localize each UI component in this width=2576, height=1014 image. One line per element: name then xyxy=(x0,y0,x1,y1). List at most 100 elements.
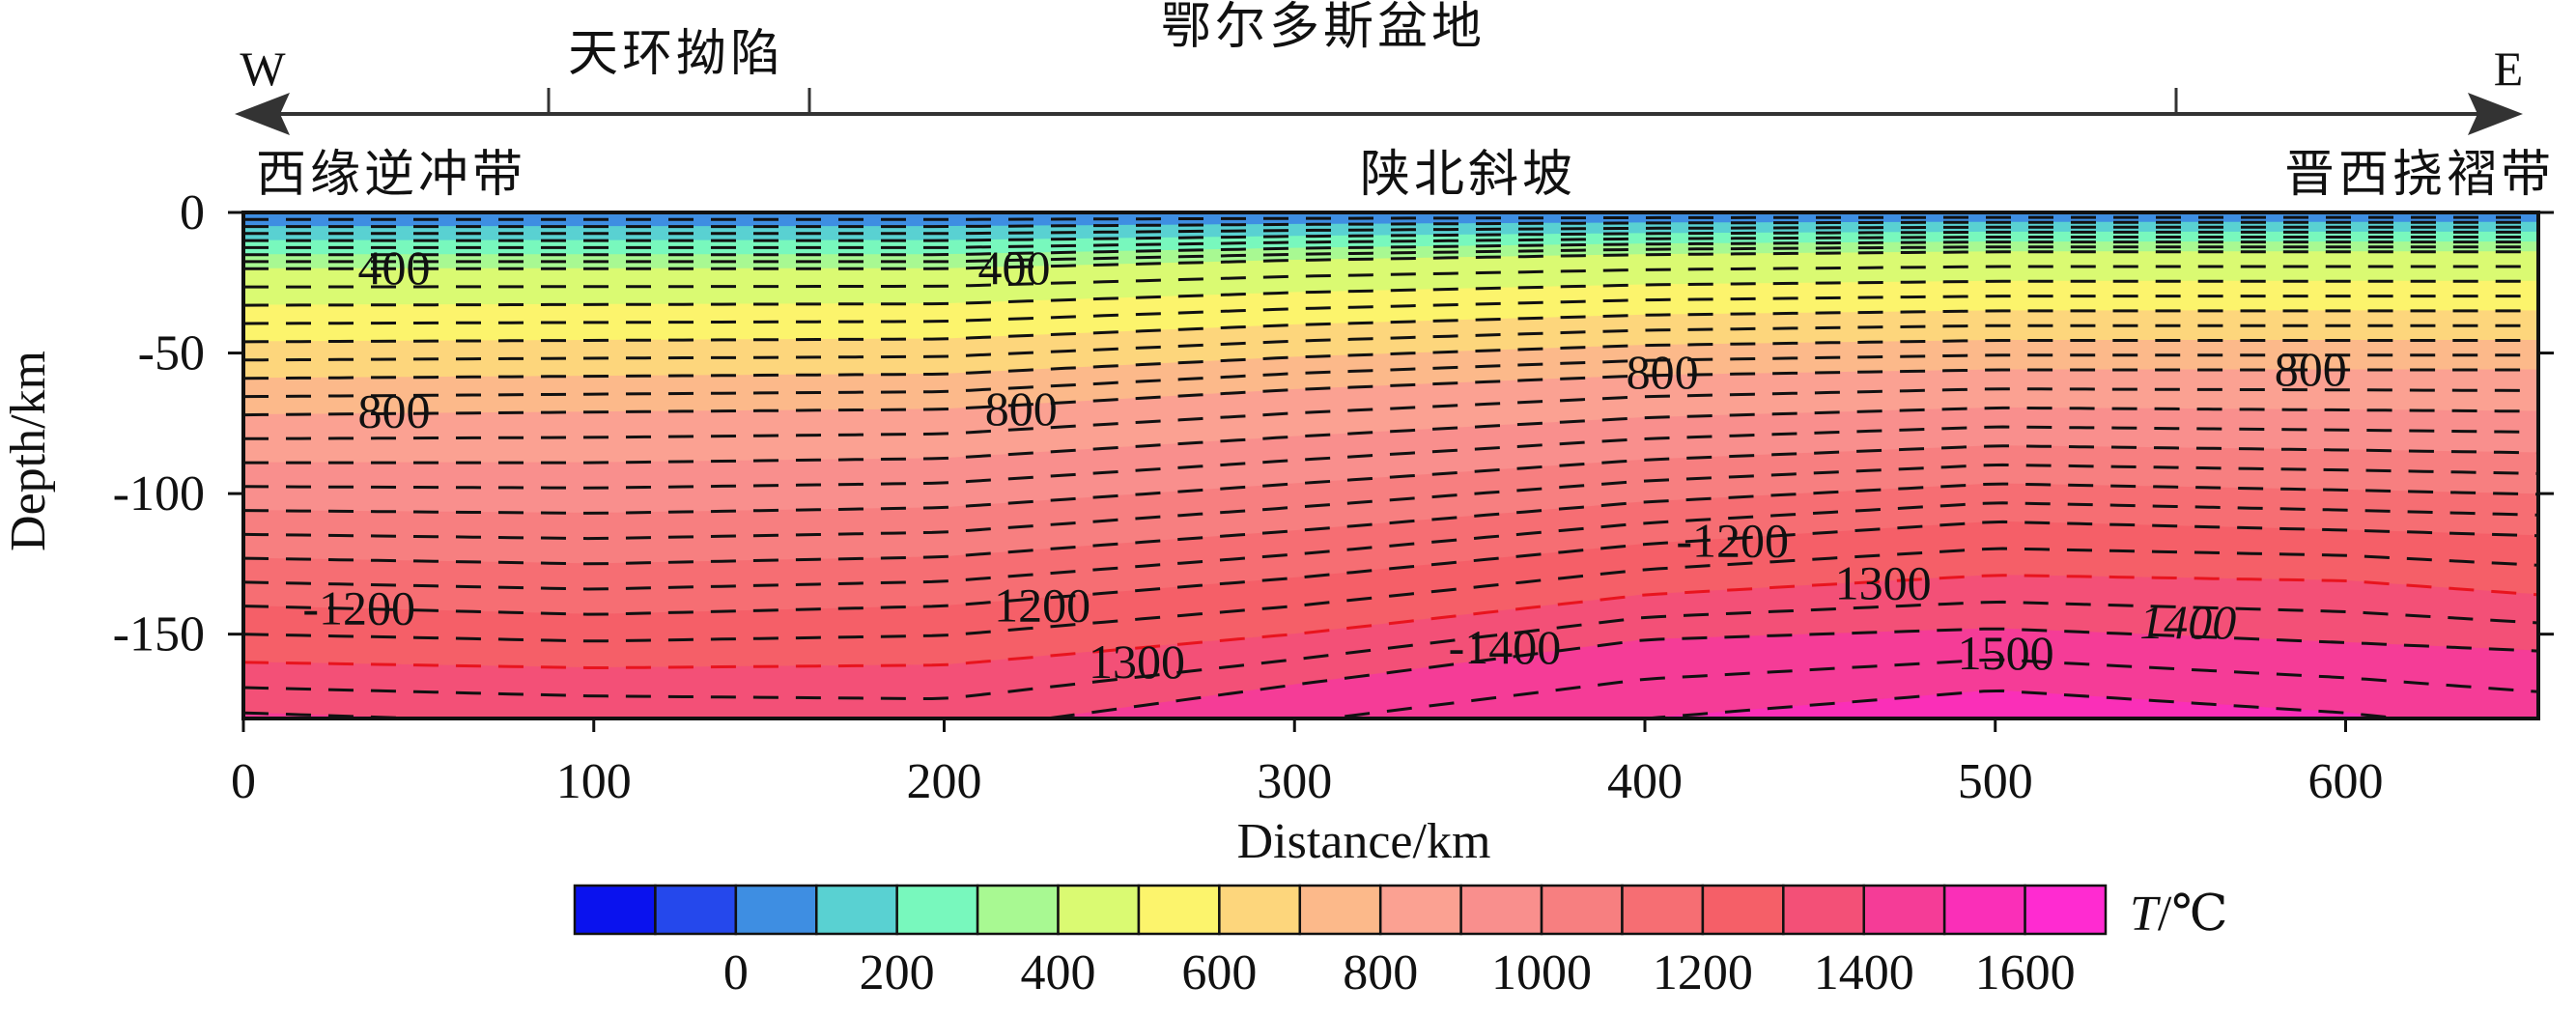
colorbar-title-symbol: T xyxy=(2130,887,2161,942)
isotherm-label: 800 xyxy=(357,384,430,438)
isotherm-line xyxy=(1632,689,2416,718)
y-tick-label: -150 xyxy=(113,607,205,662)
isotherm-line xyxy=(1316,658,2538,718)
colorbar-swatch xyxy=(895,884,979,936)
x-tick-label: 100 xyxy=(556,754,632,809)
isotherm-line xyxy=(243,368,2538,417)
region-label-western-thrust: 西缘逆冲带 xyxy=(256,148,526,203)
colorbar-swatch xyxy=(1218,884,1302,936)
colorbar-tick-label: 1000 xyxy=(1491,945,1592,1000)
colorbar-swatch xyxy=(654,884,738,936)
colorbar-swatch xyxy=(2024,884,2108,936)
isotherm-line xyxy=(243,387,2538,440)
isotherm-label: 800 xyxy=(985,381,1058,436)
isotherm-line xyxy=(243,240,2538,257)
colorbar-tick-label: 1200 xyxy=(1653,945,1753,1000)
isotherm-line xyxy=(243,265,2538,289)
colorbar-swatch xyxy=(1862,884,1946,936)
region-label-ordos-basin: 鄂尔多斯盆地 xyxy=(1161,0,1486,55)
colorbar-swatch xyxy=(1057,884,1141,936)
temperature-band xyxy=(1641,690,2406,718)
isotherm-lines xyxy=(243,215,2538,718)
x-axis: 0 100 200 300 400 500 600 xyxy=(231,718,2383,809)
colorbar-tick-label: 400 xyxy=(1021,945,1096,1000)
isotherm-line xyxy=(243,295,2538,325)
isotherm-line xyxy=(243,215,2538,221)
isotherm-line xyxy=(243,230,2538,242)
isotherm-line xyxy=(243,353,2538,399)
colorbar-tick-label: 600 xyxy=(1181,945,1257,1000)
isotherm-line xyxy=(243,339,2538,380)
isotherm-label: -1200 xyxy=(1676,514,1789,568)
colorbar-swatch xyxy=(1621,884,1705,936)
isotherm-line xyxy=(243,250,2538,270)
isotherm-label: 1200 xyxy=(994,578,1090,633)
isotherm-line xyxy=(243,324,2538,362)
isotherm-line xyxy=(243,501,2538,591)
isotherm-1300-reference xyxy=(243,574,2538,669)
x-tick-label: 400 xyxy=(1607,754,1683,809)
isotherm-line xyxy=(243,520,2538,616)
colorbar: 0 200 400 600 800 1000 1200 1400 1600 xyxy=(573,884,2108,1000)
colorbar-swatch xyxy=(1137,884,1221,936)
isotherm-line xyxy=(243,309,2538,344)
isotherm-label: -1400 xyxy=(1449,620,1562,674)
arrow-head-east xyxy=(2468,93,2523,135)
isotherm-line xyxy=(243,279,2538,307)
y-axis-title: Depth/km xyxy=(1,351,56,551)
isotherm-label: 400 xyxy=(978,240,1051,295)
isotherm-label: -1200 xyxy=(302,580,415,634)
isotherm-label: 1400 xyxy=(2139,595,2236,649)
colorbar-tick-label: 200 xyxy=(860,945,935,1000)
x-axis-title: Distance/km xyxy=(1237,814,1491,869)
isotherm-label: 1300 xyxy=(1089,634,1185,689)
colorbar-swatch xyxy=(1540,884,1624,936)
colorbar-tick-label: 1400 xyxy=(1814,945,1914,1000)
colorbar-swatch xyxy=(815,884,898,936)
east-label: E xyxy=(2494,42,2524,96)
colorbar-title-unit: /℃ xyxy=(2158,887,2228,942)
isotherm-line xyxy=(243,425,2538,490)
colorbar-tick-label: 0 xyxy=(723,945,749,1000)
region-label-shanbei-slope: 陕北斜坡 xyxy=(1360,148,1576,203)
region-label-jinxi-fold: 晋西挠褶带 xyxy=(2284,148,2555,203)
y-tick-label: -50 xyxy=(138,326,205,381)
region-label-tianhuan: 天环拗陷 xyxy=(568,27,784,82)
isotherm-line xyxy=(243,225,2538,236)
colorbar-swatch xyxy=(1378,884,1462,936)
y-tick-label: 0 xyxy=(180,185,205,240)
colorbar-swatch xyxy=(573,884,657,936)
arrow-head-west xyxy=(235,93,290,135)
isotherm-line xyxy=(243,600,2538,701)
isotherm-line xyxy=(243,236,2538,249)
isotherm-line xyxy=(243,444,2538,515)
x-tick-label: 200 xyxy=(906,754,981,809)
colorbar-swatch xyxy=(976,884,1060,936)
plot-frame xyxy=(241,211,2540,720)
isotherm-line xyxy=(243,406,2538,465)
isotherm-label: 1500 xyxy=(1958,626,2054,680)
x-tick-label: 0 xyxy=(231,754,256,809)
isotherm-line xyxy=(243,547,2538,643)
isotherm-line xyxy=(243,245,2538,264)
isotherm-label: 800 xyxy=(1627,345,1699,399)
isotherm-label: 800 xyxy=(2275,342,2347,396)
colorbar-tick-label: 800 xyxy=(1343,945,1418,1000)
colorbar-swatch xyxy=(1459,884,1543,936)
colorbar-swatch xyxy=(734,884,818,936)
x-tick-label: 500 xyxy=(1958,754,2033,809)
colorbar-swatch xyxy=(1701,884,1785,936)
colorbar-swatch xyxy=(1942,884,2026,936)
isotherm-line xyxy=(243,627,2538,718)
isotherm-labels: 400 400 800 800 800 800 -1200 1200 -1200 1300 1300… xyxy=(302,240,2347,689)
x-tick-label: 600 xyxy=(2307,754,2383,809)
isotherm-label: 400 xyxy=(357,240,430,295)
west-label: W xyxy=(240,42,286,96)
colorbar-title: T/℃ xyxy=(2130,887,2228,942)
isotherm-line xyxy=(243,463,2538,541)
colorbar-swatch xyxy=(1782,884,1865,936)
isotherm-label: 1300 xyxy=(1835,555,1932,609)
region-annotations: W E 鄂尔多斯盆地 天环拗陷 西缘逆冲带 陕北斜坡 晋西挠褶带 xyxy=(235,0,2555,203)
colorbar-tick-label: 1600 xyxy=(1975,945,2076,1000)
